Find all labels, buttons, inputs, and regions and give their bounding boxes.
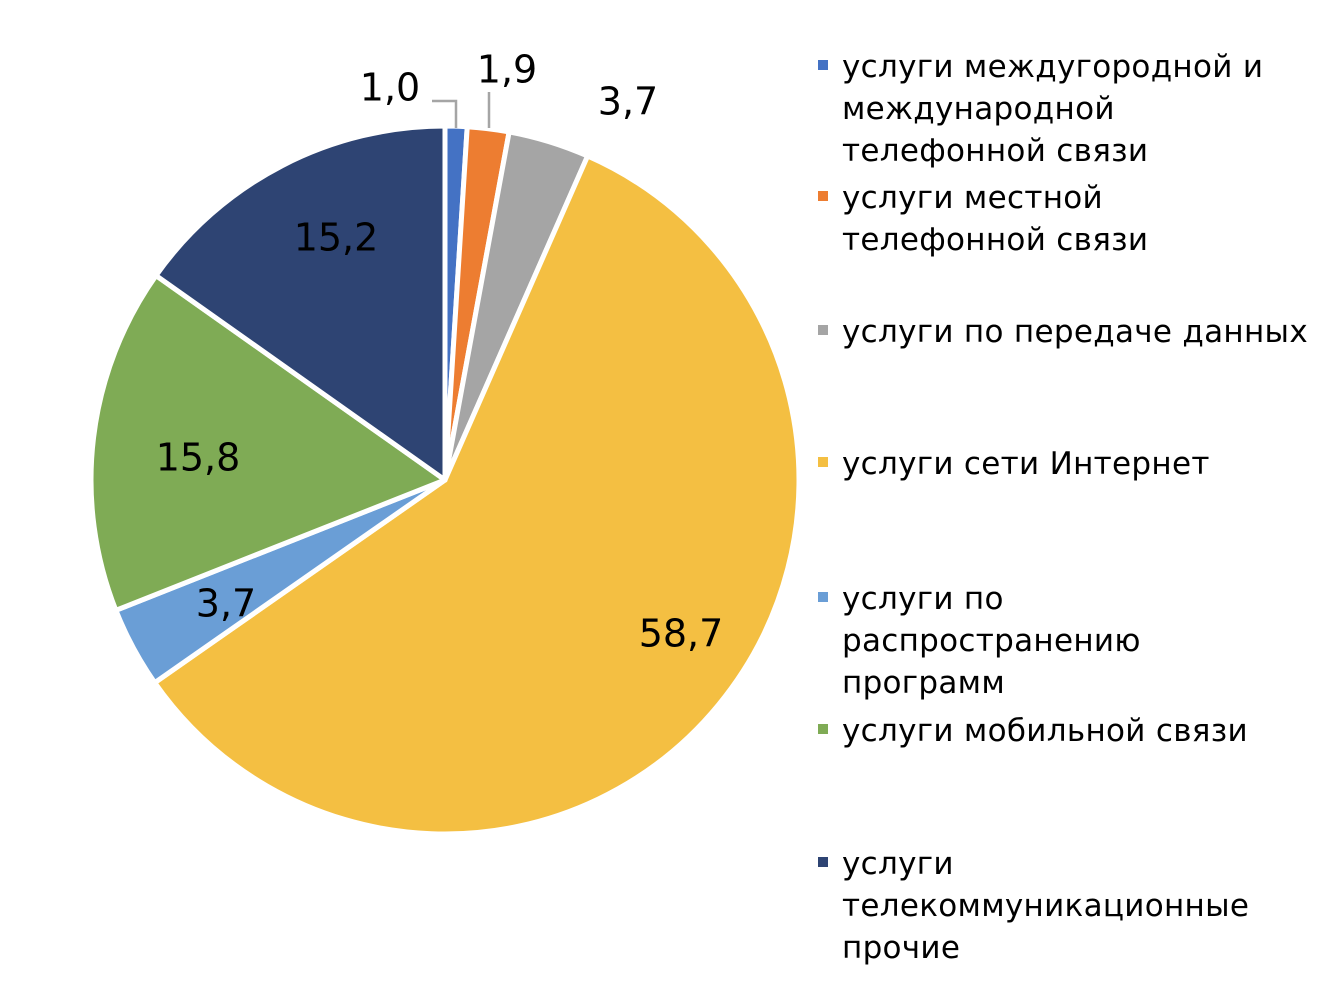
pie-chart: 1,0 1,9 3,7 58,7 3,7 15,8 15,2 (88, 47, 802, 837)
data-label: 3,7 (196, 582, 256, 626)
legend-label: услуги по передаче данных (842, 314, 1308, 350)
legend-swatch (818, 457, 828, 467)
data-label: 15,2 (294, 216, 379, 260)
legend-swatch (818, 592, 828, 602)
legend-label: услуги сети Интернет (842, 446, 1210, 482)
legend-label: услуги по распространению программ (842, 581, 1141, 701)
legend-swatch (818, 191, 828, 201)
data-label: 1,0 (360, 66, 420, 110)
pie-slice (152, 153, 802, 837)
data-label: 15,8 (156, 436, 241, 480)
data-label: 3,7 (598, 80, 658, 124)
leader-line (432, 99, 458, 128)
data-label: 1,9 (477, 48, 537, 92)
pie-slice (153, 123, 448, 483)
legend-label: услуги мобильной связи (842, 713, 1248, 749)
legend-swatch (818, 724, 828, 734)
legend-swatch (818, 857, 828, 867)
pie-slice (88, 273, 448, 613)
legend-swatch (818, 325, 828, 335)
legend-label: услуги местной телефонной связи (842, 180, 1149, 258)
legend-label: услуги междугородной и международной тел… (842, 49, 1264, 169)
legend-label: услуги телекоммуникационные прочие (842, 846, 1250, 966)
legend-swatch (818, 60, 828, 70)
data-label: 58,7 (639, 612, 724, 656)
